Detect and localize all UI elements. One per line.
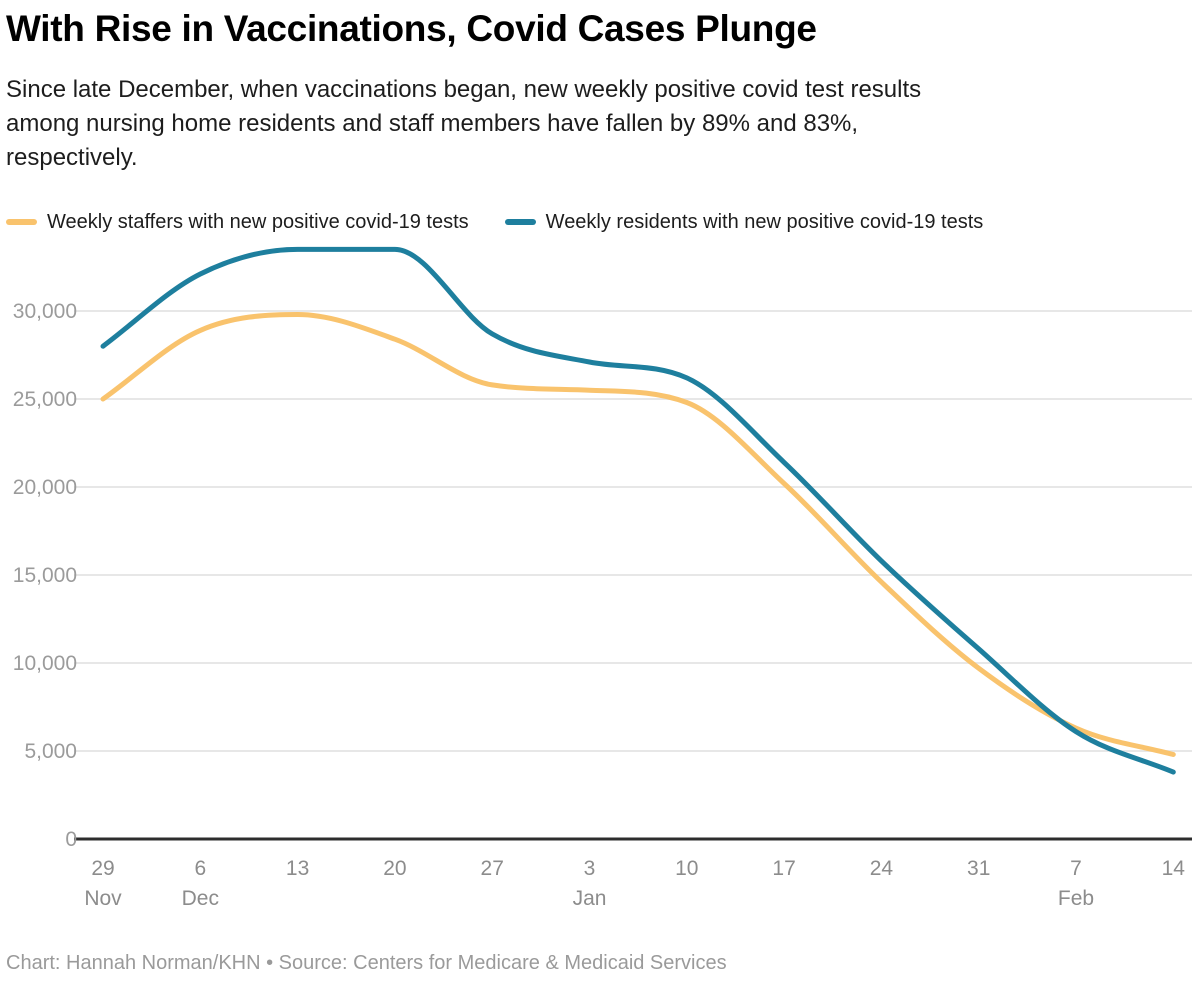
x-tick-label: 29: [91, 857, 114, 880]
x-tick-label: 10: [675, 857, 698, 880]
line-chart: 0 5,000 10,000 15,000 20,000 25,000 30,000 29 6 1…: [13, 246, 1192, 910]
x-tick-label: 3: [584, 857, 596, 880]
legend-label-residents: Weekly residents with new positive covid…: [545, 210, 984, 233]
legend-item-residents: Weekly residents with new positive covid…: [504, 210, 984, 234]
x-month-label: Nov: [84, 887, 122, 910]
x-tick-label: 13: [286, 857, 309, 880]
x-tick-label: 14: [1162, 857, 1186, 880]
x-tick-label: 6: [194, 857, 206, 880]
y-tick-label: 0: [65, 828, 77, 851]
legend-item-staffers: Weekly staffers with new positive covid-…: [6, 211, 469, 234]
x-tick-label: 31: [967, 857, 990, 880]
x-tick-label: 7: [1070, 857, 1082, 880]
x-month-label: Dec: [182, 887, 219, 910]
x-tick-label: 20: [383, 857, 406, 880]
y-tick-label: 10,000: [13, 652, 77, 675]
residents-line: [100, 246, 1176, 775]
residents-line-swatch: [504, 219, 536, 226]
chart-subtitle: Since late December, when vaccinations b…: [6, 75, 922, 171]
staffers-line: [100, 311, 1176, 757]
x-tick-label: 24: [870, 857, 894, 880]
y-tick-label: 15,000: [13, 564, 77, 587]
chart-credit: Chart: Hannah Norman/KHN • Source: Cente…: [6, 951, 727, 974]
y-tick-label: 30,000: [13, 300, 77, 323]
chart-title: With Rise in Vaccinations, Covid Cases P…: [6, 8, 817, 49]
x-tick-label: 17: [772, 857, 795, 880]
y-tick-label: 25,000: [13, 388, 77, 411]
staffers-line-swatch: [6, 219, 37, 226]
x-tick-label: 27: [481, 857, 504, 880]
y-tick-label: 5,000: [24, 740, 77, 763]
x-month-label: Jan: [573, 887, 607, 910]
legend: Weekly staffers with new positive covid-…: [6, 211, 1194, 234]
legend-label-staffers: Weekly staffers with new positive covid-…: [47, 210, 469, 233]
x-month-label: Feb: [1058, 887, 1094, 910]
y-tick-label: 20,000: [13, 476, 77, 499]
